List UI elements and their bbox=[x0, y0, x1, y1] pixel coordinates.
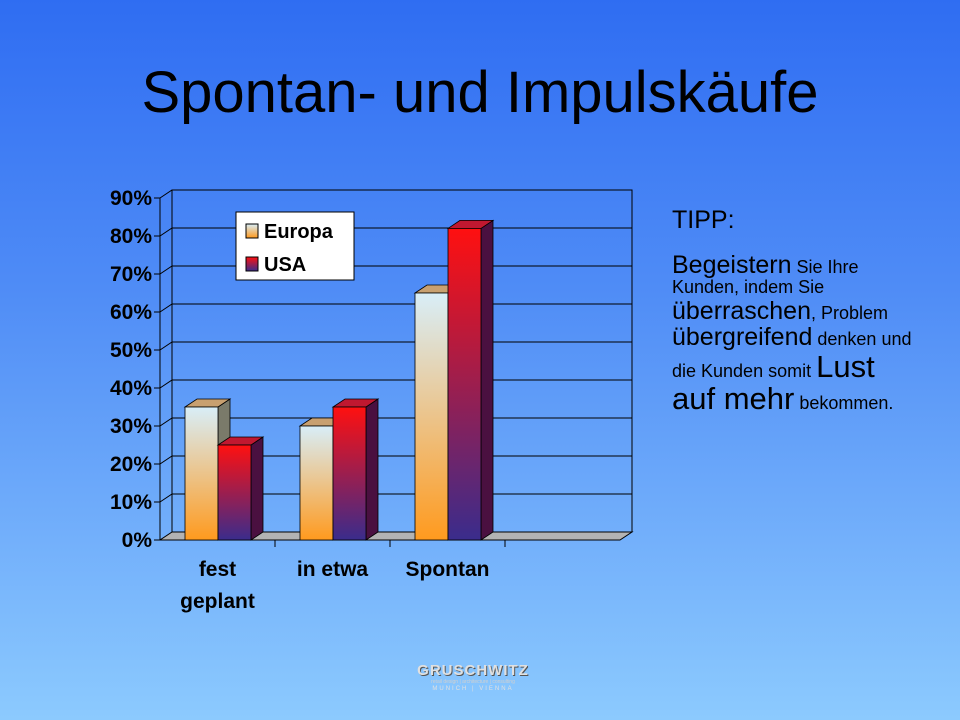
legend-label-usa: USA bbox=[264, 254, 306, 276]
bar-front bbox=[184, 406, 219, 541]
y-tick-label: 80% bbox=[110, 225, 152, 248]
bar-front bbox=[299, 425, 334, 541]
bar-front bbox=[332, 406, 367, 541]
legend: Europa USA bbox=[235, 211, 355, 281]
bar-side bbox=[250, 436, 264, 541]
x-category-label: fest bbox=[199, 558, 236, 581]
gridline bbox=[159, 303, 632, 313]
tip-text-run: übergreifend bbox=[672, 323, 813, 352]
tip-text-run: überraschen bbox=[672, 297, 811, 326]
logo-cities: MUNICH | VIENNA bbox=[432, 686, 514, 692]
tip-body: Begeistern Sie Ihre Kunden, indem Sie üb… bbox=[672, 252, 922, 416]
y-tick-label: 20% bbox=[110, 453, 152, 476]
y-tick-label: 0% bbox=[122, 529, 153, 552]
tip-title: TIPP: bbox=[672, 206, 735, 234]
bar-side bbox=[365, 398, 379, 541]
bar-front bbox=[447, 227, 482, 541]
x-category-label: in etwa bbox=[297, 558, 369, 581]
bar-front bbox=[414, 292, 449, 541]
logo-tagline: retail design | architecture | consultin… bbox=[431, 679, 515, 685]
y-tick-label: 70% bbox=[110, 263, 152, 286]
legend-swatch-europa bbox=[245, 223, 259, 239]
y-tick-label: 30% bbox=[110, 415, 152, 438]
legend-label-europa: Europa bbox=[264, 221, 334, 243]
bar-usa-1 bbox=[331, 398, 380, 541]
gridline bbox=[159, 417, 632, 427]
bar-usa-2 bbox=[446, 219, 495, 541]
bar-europa-0 bbox=[183, 398, 232, 541]
gridline bbox=[159, 227, 632, 237]
company-logo: GRUSCHWITZ retail design | architecture … bbox=[408, 662, 538, 704]
gridline bbox=[159, 189, 632, 199]
y-tick-label: 40% bbox=[110, 377, 152, 400]
tip-text-run: Begeistern bbox=[672, 251, 792, 279]
tip-panel: TIPP: Begeistern Sie Ihre Kunden, indem … bbox=[672, 200, 922, 416]
tip-text-run: Lust auf mehr bbox=[672, 348, 875, 417]
tip-text-run: Sie Ihre Kunden, indem Sie bbox=[672, 257, 859, 298]
bar-front bbox=[217, 444, 252, 541]
y-tick-label: 10% bbox=[110, 491, 152, 514]
x-category-label: Spontan bbox=[406, 558, 490, 581]
tip-text-run: , Problem bbox=[810, 303, 889, 324]
legend-swatch-usa bbox=[245, 256, 259, 272]
slide-title: Spontan- und Impulskäufe bbox=[141, 60, 819, 125]
bar-side bbox=[480, 219, 494, 541]
bar-usa-0 bbox=[216, 436, 265, 541]
y-tick-label: 60% bbox=[110, 301, 152, 324]
tip-text-run: bekommen. bbox=[794, 393, 894, 414]
logo-name: GRUSCHWITZ bbox=[417, 662, 529, 679]
x-category-label: geplant bbox=[180, 590, 255, 613]
y-tick-label: 50% bbox=[110, 339, 152, 362]
y-tick-label: 90% bbox=[110, 187, 152, 210]
tip-text-run: denken und die Kunden somit bbox=[672, 329, 912, 381]
gridline bbox=[159, 265, 632, 275]
gridline bbox=[159, 341, 632, 351]
gridline bbox=[159, 379, 632, 389]
